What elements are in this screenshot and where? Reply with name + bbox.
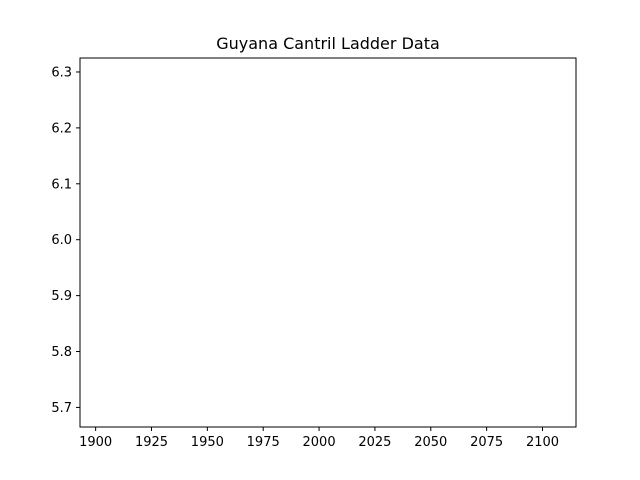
x-tick-label: 2075: [470, 435, 503, 450]
plot-frame: [79, 57, 577, 428]
y-tick-label: 5.8: [51, 345, 72, 360]
y-axis: 5.7 5.8 5.9 6.0 6.1 6.2 6.3: [51, 65, 80, 416]
y-tick-label: 6.0: [51, 233, 72, 248]
x-axis: 1900 1925 1950 1975 2000 2025 2050 2075 2100: [79, 427, 559, 450]
x-tick-label: 2050: [414, 435, 447, 450]
y-tick-label: 6.1: [51, 177, 72, 192]
y-tick-label: 5.7: [51, 401, 72, 416]
x-tick-label: 2100: [526, 435, 559, 450]
x-tick-label: 2025: [358, 435, 391, 450]
x-tick-label: 1975: [247, 435, 280, 450]
x-tick-label: 2000: [303, 435, 336, 450]
x-tick-label: 1925: [135, 435, 168, 450]
x-tick-label: 1950: [191, 435, 224, 450]
y-tick-label: 6.2: [51, 121, 72, 136]
y-tick-label: 5.9: [51, 289, 72, 304]
chart-title: Guyana Cantril Ladder Data: [216, 34, 440, 53]
y-tick-label: 6.3: [51, 65, 72, 80]
x-tick-label: 1900: [79, 435, 112, 450]
